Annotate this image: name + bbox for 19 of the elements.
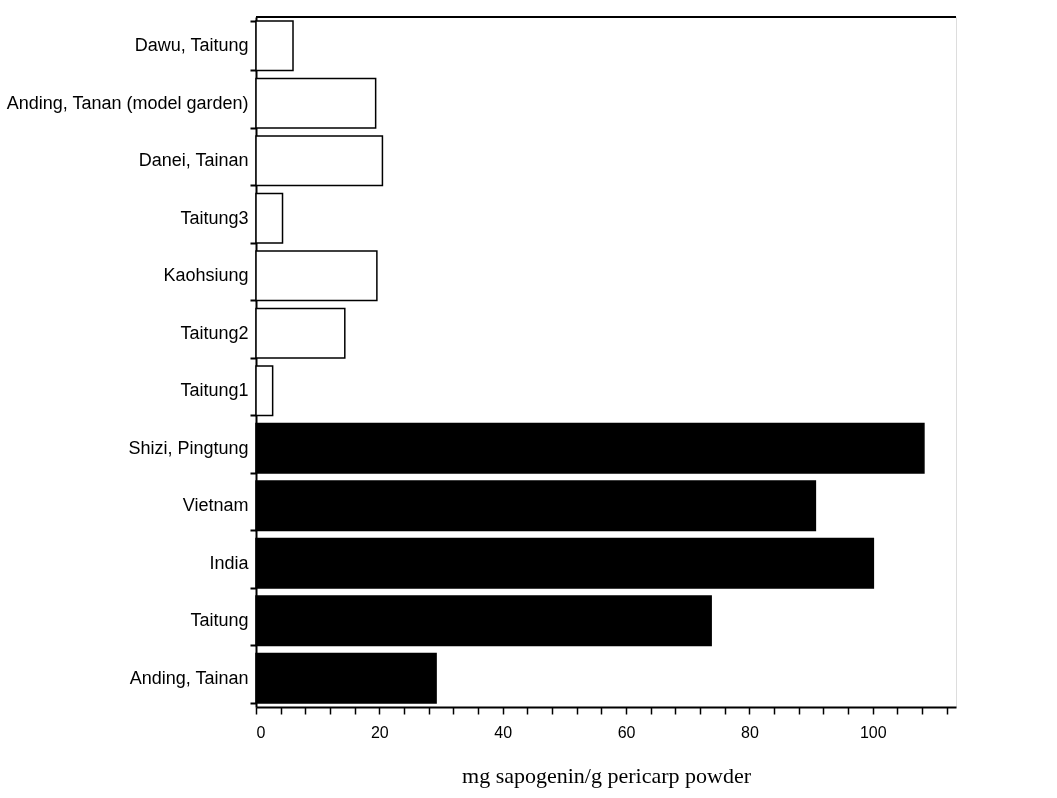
y-tick-label: Kaohsiung	[163, 265, 249, 286]
y-tick-label: Taitung1	[180, 380, 249, 401]
y-tick-label: Danei, Tainan	[138, 150, 249, 171]
y-tick-label: Taitung3	[180, 207, 249, 228]
y-tick-label: Dawu, Taitung	[134, 35, 249, 56]
x-tick-label: 60	[617, 723, 636, 741]
y-tick-label: Anding, Tanan (model garden)	[6, 92, 249, 113]
y-tick-label: Vietnam	[182, 495, 249, 516]
x-tick-label: 20	[370, 723, 389, 741]
y-tick-label: Shizi, Pingtung	[128, 437, 249, 458]
y-tick-label: Taitung	[190, 610, 249, 631]
y-tick-label: Anding, Tainan	[129, 667, 249, 688]
y-tick-label: Taitung2	[180, 322, 249, 343]
x-tick-label: 40	[494, 723, 513, 741]
y-tick-label: India	[209, 552, 250, 573]
x-axis-title: mg sapogenin/g pericarp powder	[462, 762, 752, 788]
x-tick-label: 100	[859, 723, 887, 741]
x-tick-label: 0	[256, 723, 266, 741]
x-tick-label: 80	[740, 723, 759, 741]
